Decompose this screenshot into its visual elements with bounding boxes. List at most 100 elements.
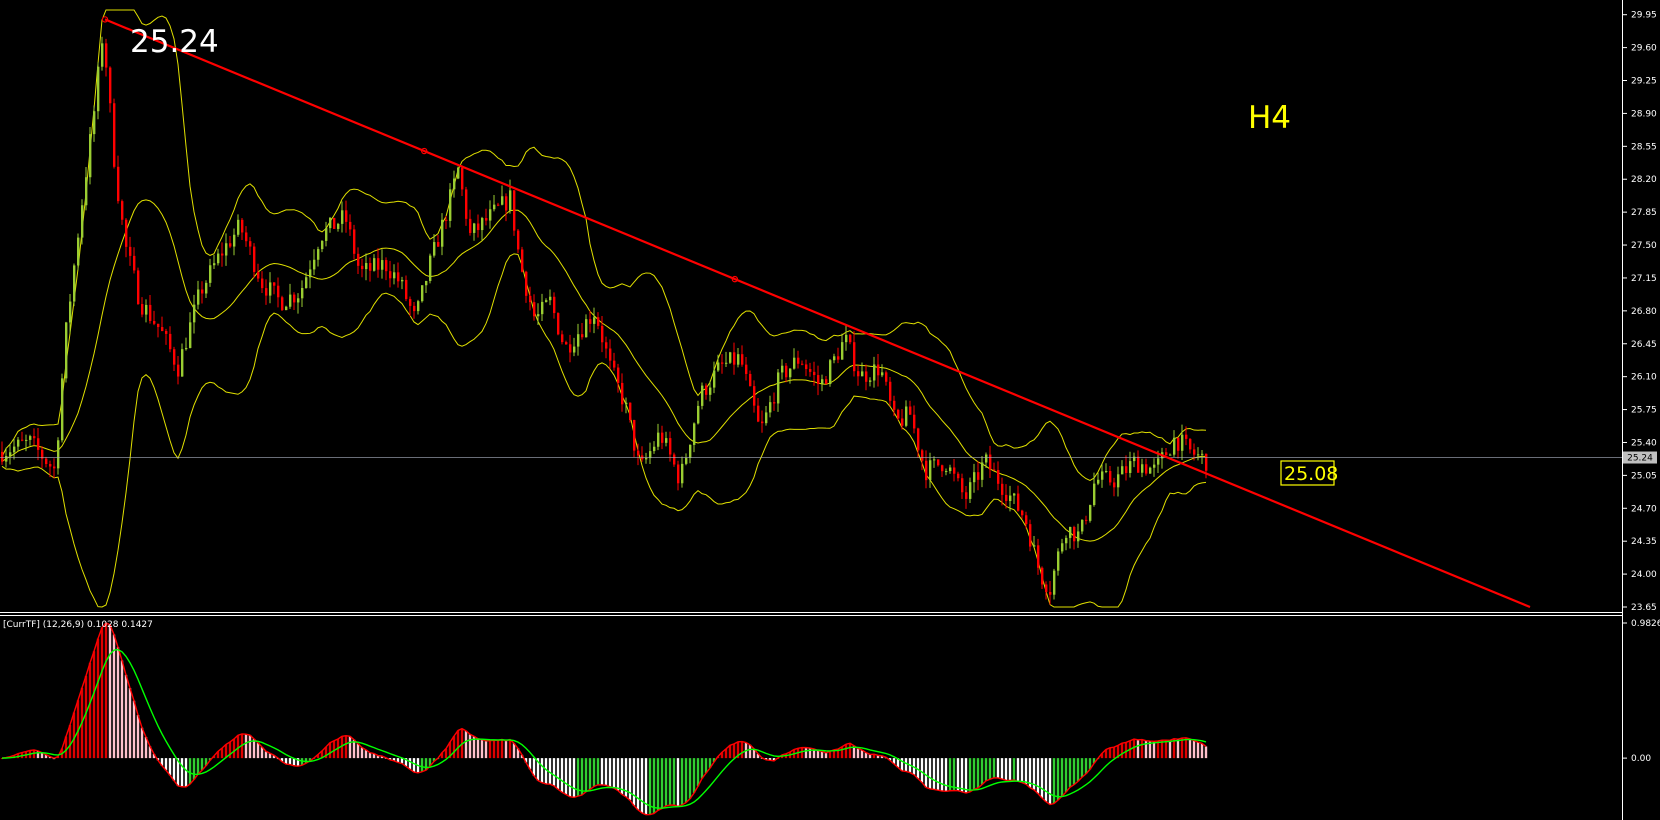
candle-body: [845, 334, 848, 343]
candle-body: [117, 166, 120, 202]
price-tick-label: 26.45: [1631, 340, 1657, 350]
candle-body: [345, 210, 348, 222]
candle-body: [873, 364, 876, 381]
macd-bar: [916, 758, 920, 779]
candle-body: [97, 66, 100, 112]
macd-bar: [820, 751, 824, 759]
candle-body: [261, 278, 264, 289]
price-tick-label: 27.85: [1631, 208, 1657, 218]
price-tick-label: 24.35: [1631, 537, 1657, 547]
macd-bar: [244, 734, 248, 759]
macd-bar: [556, 758, 560, 790]
macd-bar: [948, 758, 952, 791]
macd-bar: [188, 758, 192, 785]
macd-bar: [564, 758, 568, 795]
macd-bar: [988, 758, 992, 780]
candle-body: [813, 371, 816, 376]
candle-body: [617, 367, 620, 383]
candle-body: [297, 298, 300, 303]
macd-bar: [1204, 746, 1208, 759]
macd-bar: [872, 754, 876, 759]
candle-body: [597, 317, 600, 326]
trendline[interactable]: [101, 16, 1531, 609]
signal-line: [1, 648, 1207, 809]
macd-bar: [1120, 743, 1124, 759]
candle-body: [649, 451, 652, 459]
macd-bar: [304, 758, 308, 764]
candle-body: [329, 217, 332, 229]
macd-bar: [496, 740, 500, 759]
macd-bar: [136, 714, 140, 759]
macd-axis: 0.9826 0.00: [1622, 619, 1660, 764]
macd-bar: [944, 758, 948, 792]
candle-body: [613, 360, 616, 368]
candle-body: [377, 258, 380, 270]
macd-bar: [1020, 758, 1024, 783]
candle-body: [593, 317, 596, 324]
macd-bar: [724, 748, 728, 759]
candle-body: [1057, 551, 1060, 571]
candle-body: [981, 462, 984, 480]
macd-bar: [660, 758, 664, 809]
candle-body: [1153, 464, 1156, 468]
macd-bar: [76, 700, 80, 759]
macd-bar: [200, 758, 204, 771]
price-tick-label: 24.70: [1631, 504, 1657, 514]
candle-body: [237, 219, 240, 235]
candle-body: [669, 438, 672, 455]
candle-body: [249, 241, 252, 247]
candle-body: [185, 347, 188, 350]
macd-bar: [580, 758, 584, 796]
candle-body: [993, 469, 996, 471]
macd-bar: [976, 758, 980, 788]
candle-body: [149, 304, 152, 321]
candle-body: [1197, 454, 1200, 456]
macd-bar: [1188, 738, 1192, 759]
macd-bar: [508, 739, 512, 759]
macd-bar: [816, 750, 820, 759]
candle-body: [125, 219, 128, 247]
macd-bar: [1184, 737, 1188, 759]
candle-body: [269, 282, 272, 296]
candle-body: [961, 478, 964, 493]
candle-body: [705, 385, 708, 395]
macd-bar: [968, 758, 972, 792]
candle-body: [797, 357, 800, 364]
candle-body: [1125, 466, 1128, 473]
macd-bar: [1100, 753, 1104, 759]
candle-body: [1085, 519, 1088, 521]
macd-bar: [700, 758, 704, 779]
price-tick-label: 28.55: [1631, 142, 1657, 152]
candle-body: [749, 373, 752, 387]
macd-bar: [652, 758, 656, 814]
macd-bar: [1108, 747, 1112, 759]
candle-body: [881, 372, 884, 376]
macd-bar: [932, 758, 936, 790]
candle-body: [1185, 434, 1188, 439]
candle-body: [513, 190, 516, 231]
candle-body: [761, 421, 764, 424]
macd-bar: [680, 758, 684, 805]
candle-body: [805, 364, 808, 370]
macd-bar: [372, 753, 376, 759]
macd-bar: [48, 756, 52, 759]
price-candles: [1, 36, 1208, 605]
candle-body: [525, 271, 528, 296]
candle-body: [1013, 493, 1016, 496]
macd-bar: [636, 758, 640, 810]
macd-bar: [224, 744, 228, 759]
macd-bar: [1060, 758, 1064, 797]
macd-bar: [248, 735, 252, 759]
macd-bar: [1076, 758, 1080, 782]
candle-body: [533, 302, 536, 317]
candle-body: [713, 370, 716, 388]
macd-bar: [896, 758, 900, 768]
candle-body: [313, 259, 316, 270]
macd-bar: [208, 758, 212, 761]
candle-body: [293, 294, 296, 303]
candle-body: [1005, 494, 1008, 501]
candle-body: [129, 246, 132, 256]
candle-body: [785, 365, 788, 378]
macd-bar: [592, 758, 596, 787]
candle-body: [201, 289, 204, 294]
